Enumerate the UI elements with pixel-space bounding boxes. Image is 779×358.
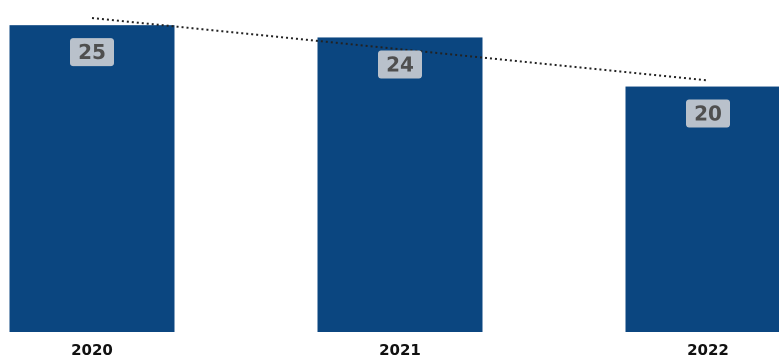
- data-label-2020: 25: [78, 40, 106, 64]
- data-label-2022: 20: [694, 102, 722, 126]
- data-label-box-2022: [686, 99, 730, 128]
- trendline: [91, 17, 709, 82]
- bar-2020: [9, 25, 175, 332]
- data-label-box-2021: [378, 50, 422, 79]
- x-tick-label-2020: 2020: [71, 341, 113, 358]
- data-label-2021: 24: [386, 52, 414, 76]
- x-axis-tick-labels: 2020 2021 2022: [71, 341, 729, 358]
- bar-2021: [317, 37, 483, 333]
- trendline-layer: [91, 17, 709, 82]
- data-label-box-2020: [70, 38, 114, 67]
- bars-layer: [9, 25, 779, 333]
- data-labels-layer: 25 24 20: [70, 38, 730, 128]
- x-tick-label-2022: 2022: [687, 341, 729, 358]
- x-tick-label-2021: 2021: [379, 341, 421, 358]
